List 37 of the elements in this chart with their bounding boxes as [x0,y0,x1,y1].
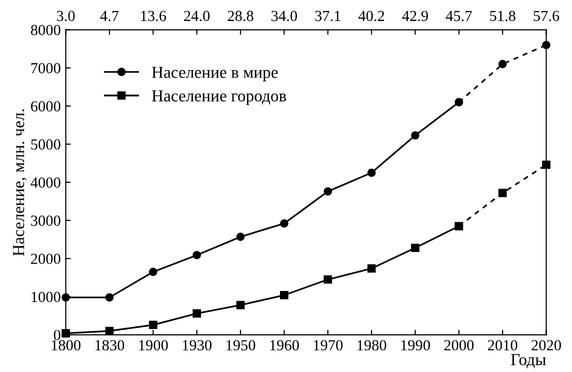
x-tick-label: 1900 [139,340,168,350]
text: 13.6 [141,10,166,22]
y-tick-label: 5000 [31,139,60,150]
text: 42.9 [402,10,428,22]
x-tick-label: 2020 [532,340,561,350]
x-tick-label: 1830 [96,340,124,350]
text: 3.0 [56,10,75,22]
y-tick-label: 6000 [31,101,60,112]
x-tick-label: 2000 [444,340,474,350]
legend-label: Население в мире [152,66,278,82]
text: 45.7 [446,10,472,22]
x-tick-label: 1970 [314,340,343,350]
text: 4.7 [100,10,119,22]
y-tick-label: 3000 [31,216,60,226]
y-tick-label: 4000 [30,177,60,188]
y-tick-label: 0 [54,330,60,340]
text: 28.8 [228,10,254,22]
y-tick-label: 7000 [31,63,60,74]
y-tick-label: 2000 [31,254,60,264]
x-tick-label: 1990 [401,340,430,350]
text: 51.8 [490,10,516,22]
y-tick-label: 8000 [30,24,60,36]
x-tick-label: 1800 [52,340,80,350]
y-axis-title: Население, млн. чел. [13,109,27,256]
x-tick-label: 2010 [488,340,518,350]
legend-label: Население городов [152,90,286,105]
y-tick-label: 1000 [32,292,60,302]
text: 57.6 [534,10,560,22]
text: 37.1 [315,10,340,22]
x-tick-label: 1950 [226,340,256,350]
x-axis-title: Годы [511,354,546,368]
text: 34.0 [272,10,297,22]
x-tick-label: 1960 [270,340,299,350]
text: 40.2 [358,10,384,22]
x-tick-label: 1980 [358,340,386,350]
x-tick-label: 1930 [182,340,212,350]
text: 24.0 [184,10,210,22]
